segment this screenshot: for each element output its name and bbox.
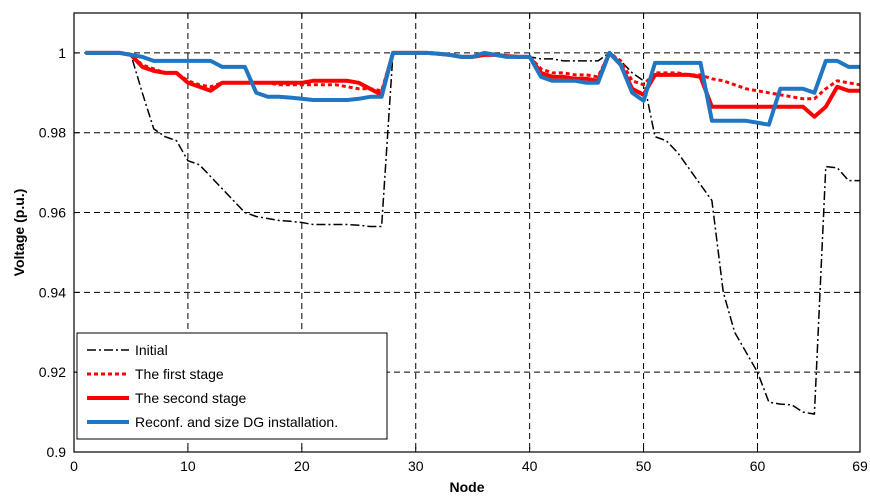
y-tick-label: 1 bbox=[58, 45, 66, 61]
y-tick-label: 0.98 bbox=[39, 125, 66, 141]
x-tick-label: 20 bbox=[294, 458, 310, 474]
x-axis-title: Node bbox=[450, 479, 485, 495]
y-tick-label: 0.94 bbox=[39, 284, 66, 300]
x-tick-label: 10 bbox=[180, 458, 196, 474]
legend-label-2: The first stage bbox=[135, 366, 224, 382]
x-tick-label: 50 bbox=[636, 458, 652, 474]
legend-label-4: Reconf. and size DG installation. bbox=[135, 414, 338, 430]
x-tick-label: 60 bbox=[750, 458, 766, 474]
legend-label-1: Initial bbox=[135, 342, 168, 358]
series-lines bbox=[85, 50, 861, 415]
series-line-4 bbox=[85, 50, 860, 127]
x-tick-label: 69 bbox=[852, 458, 868, 474]
y-axis-title: Voltage (p.u.) bbox=[11, 189, 27, 277]
x-tick-label: 30 bbox=[408, 458, 424, 474]
x-tick-label: 40 bbox=[522, 458, 538, 474]
y-tick-label: 0.96 bbox=[39, 205, 66, 221]
axis-ticks: 0 10 20 30 40 50 60 69 0.9 0.92 0.94 0.96 0.98 1 bbox=[39, 13, 868, 474]
plot-area-frame bbox=[73, 12, 861, 453]
y-tick-label: 0.9 bbox=[47, 444, 67, 460]
legend-label-3: The second stage bbox=[135, 390, 247, 406]
legend: Initial The first stage The second stage Re… bbox=[76, 332, 388, 440]
y-tick-label: 0.92 bbox=[39, 364, 66, 380]
x-tick-label: 0 bbox=[70, 458, 78, 474]
